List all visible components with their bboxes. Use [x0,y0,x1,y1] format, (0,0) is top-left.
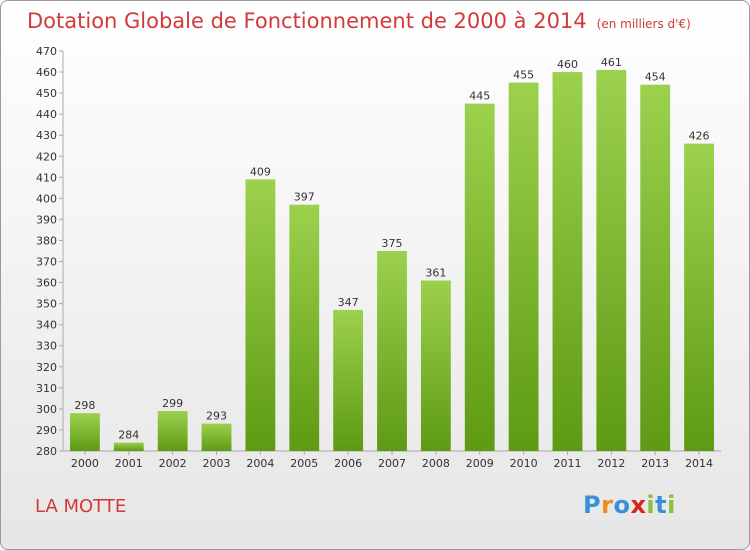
data-label: 299 [162,397,183,410]
data-label: 460 [557,58,578,71]
bar [70,413,100,451]
logo-letter: x [630,491,647,519]
bar [552,72,583,451]
x-tick-label: 2004 [246,457,274,470]
data-label: 409 [250,165,271,178]
y-tick-label: 410 [36,171,57,184]
y-tick-label: 450 [36,87,57,100]
data-label: 284 [118,429,139,442]
x-tick-label: 2000 [71,457,99,470]
y-tick-label: 330 [36,340,57,353]
y-tick-label: 290 [36,424,57,437]
bar [464,103,495,451]
bar [596,69,627,452]
logo-letter: t [655,491,668,519]
x-tick-label: 2009 [466,457,494,470]
logo-letter: P [583,491,602,519]
y-tick-label: 470 [36,45,57,58]
y-tick-label: 370 [36,256,57,269]
data-label: 361 [425,266,446,279]
y-tick-label: 390 [36,213,57,226]
bar [333,309,364,451]
data-label: 298 [74,399,95,412]
x-tick-label: 2012 [597,457,625,470]
logo-letter: i [667,491,676,519]
y-tick-label: 300 [36,403,57,416]
bars [70,69,714,452]
y-tick-label: 420 [36,150,57,163]
bar [377,251,407,451]
x-tick-label: 2011 [553,457,581,470]
x-tick-label: 2005 [290,457,318,470]
data-label: 461 [601,56,622,69]
bar [420,280,451,451]
chart-title: Dotation Globale de Fonctionnement de 20… [27,9,691,33]
bar [289,204,320,451]
data-label: 454 [645,71,666,84]
data-label: 347 [338,296,359,309]
x-tick-label: 2014 [685,457,713,470]
y-tick-label: 340 [36,319,57,332]
x-tick-label: 2001 [115,457,143,470]
data-label: 426 [689,130,710,143]
y-tick-label: 460 [36,66,57,79]
y-tick-label: 440 [36,108,57,121]
data-label: 397 [294,191,315,204]
y-tick-label: 360 [36,277,57,290]
labels: 2000 298 2001 284 2002 299 2003 293 2004 409 2005 3… [71,56,713,470]
y-tick-label: 400 [36,192,57,205]
logo-letter: r [601,491,614,519]
x-tick-label: 2010 [510,457,538,470]
y-tick-label: 320 [36,361,57,374]
title-text: Dotation Globale de Fonctionnement de 20… [27,9,587,33]
bar [684,143,714,451]
y-tick-label: 430 [36,129,57,142]
data-label: 455 [513,69,534,82]
proxiti-logo: Proxiti [583,491,676,519]
x-tick-label: 2002 [159,457,187,470]
data-label: 375 [382,237,403,250]
x-tick-label: 2008 [422,457,450,470]
data-label: 445 [469,90,490,103]
y-tick-label: 310 [36,382,57,395]
bar [508,82,539,451]
y-tick-label: 350 [36,298,57,311]
commune-name: LA MOTTE [35,496,127,517]
logo-letter: o [613,491,631,519]
x-tick-label: 2007 [378,457,406,470]
logo-letter: i [646,491,656,519]
bar [640,84,671,452]
unit-label: (en milliers d'€) [596,17,691,31]
y-tick-label: 380 [36,234,57,247]
axes: 280 290 300 310 320 330 340 350 360 370 380 390 400 4… [36,45,721,458]
bar [157,411,188,451]
y-tick-label: 280 [36,445,57,458]
x-tick-label: 2003 [203,457,231,470]
bar [245,179,276,451]
x-tick-label: 2006 [334,457,362,470]
data-label: 293 [206,410,227,423]
bar [201,423,232,451]
bar [113,442,144,451]
x-tick-label: 2013 [641,457,669,470]
